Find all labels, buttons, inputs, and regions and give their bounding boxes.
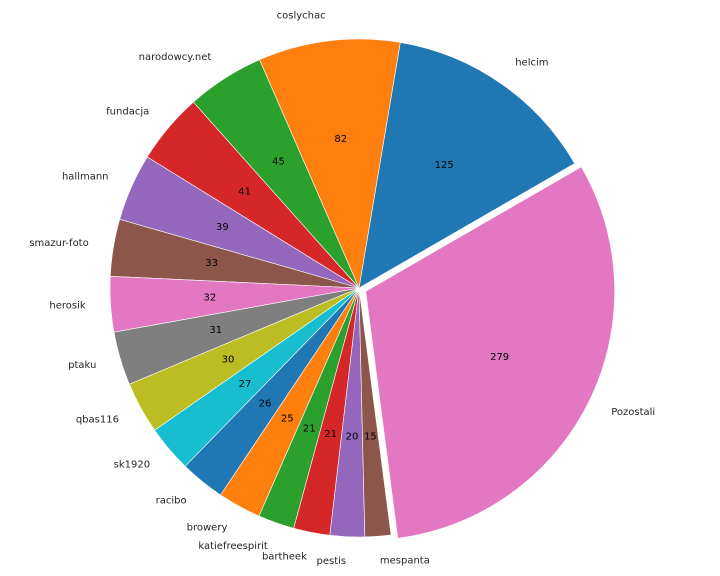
value-label-helcim: 125 <box>435 160 454 171</box>
pie-slice-pozostali <box>365 166 615 539</box>
value-label-ptaku: 31 <box>209 325 222 336</box>
slice-value-labels: 125 82 45 41 39 33 32 31 30 27 26 25 21 21 20 15 279 <box>204 134 510 443</box>
slice-label-narodowcy-net: narodowcy.net <box>139 52 212 63</box>
slice-label-hallmann: hallmann <box>62 172 109 183</box>
slice-label-katiefreespirit: katiefreespirit <box>198 541 268 552</box>
slice-label-coslychac: coslychac <box>277 11 326 22</box>
slice-label-smazur-foto: smazur-foto <box>29 238 88 249</box>
value-label-sk1920: 27 <box>239 379 252 390</box>
pie-slice-helcim <box>358 42 576 289</box>
value-label-racibo: 26 <box>259 399 272 410</box>
slice-label-sk1920: sk1920 <box>114 460 150 471</box>
value-label-fundacja: 41 <box>238 186 251 197</box>
slice-label-herosik: herosik <box>49 300 85 311</box>
slice-label-browery: browery <box>187 523 228 534</box>
slice-label-pozostali: Pozostali <box>611 407 655 418</box>
slice-label-qbas116: qbas116 <box>76 414 119 425</box>
slice-label-pestis: pestis <box>317 556 347 567</box>
slice-label-fundacja: fundacja <box>106 106 149 117</box>
value-label-hallmann: 39 <box>216 222 229 233</box>
slice-label-helcim: helcim <box>515 58 548 69</box>
slice-label-ptaku: ptaku <box>68 360 96 371</box>
value-label-mespanta: 15 <box>364 431 377 442</box>
value-label-coslychac: 82 <box>334 134 347 145</box>
pie-slice-coslychac <box>259 38 401 290</box>
slice-label-mespanta: mespanta <box>380 556 430 567</box>
value-label-herosik: 32 <box>204 292 217 303</box>
pie-slice-mespanta <box>358 287 392 538</box>
value-label-pozostali: 279 <box>490 352 509 363</box>
value-label-smazur-foto: 33 <box>205 258 218 269</box>
slice-name-labels: helcim coslychac narodowcy.net fundacja hall… <box>29 11 655 567</box>
value-label-qbas116: 30 <box>222 354 235 365</box>
value-label-narodowcy-net: 45 <box>272 157 285 168</box>
pie-slices <box>109 38 615 539</box>
slice-label-bartheek: bartheek <box>262 551 307 562</box>
value-label-browery: 25 <box>281 414 294 425</box>
value-label-pestis: 20 <box>346 432 359 443</box>
value-label-bartheek: 21 <box>324 429 337 440</box>
slice-label-racibo: racibo <box>156 495 187 506</box>
value-label-katiefreespirit: 21 <box>303 423 316 434</box>
